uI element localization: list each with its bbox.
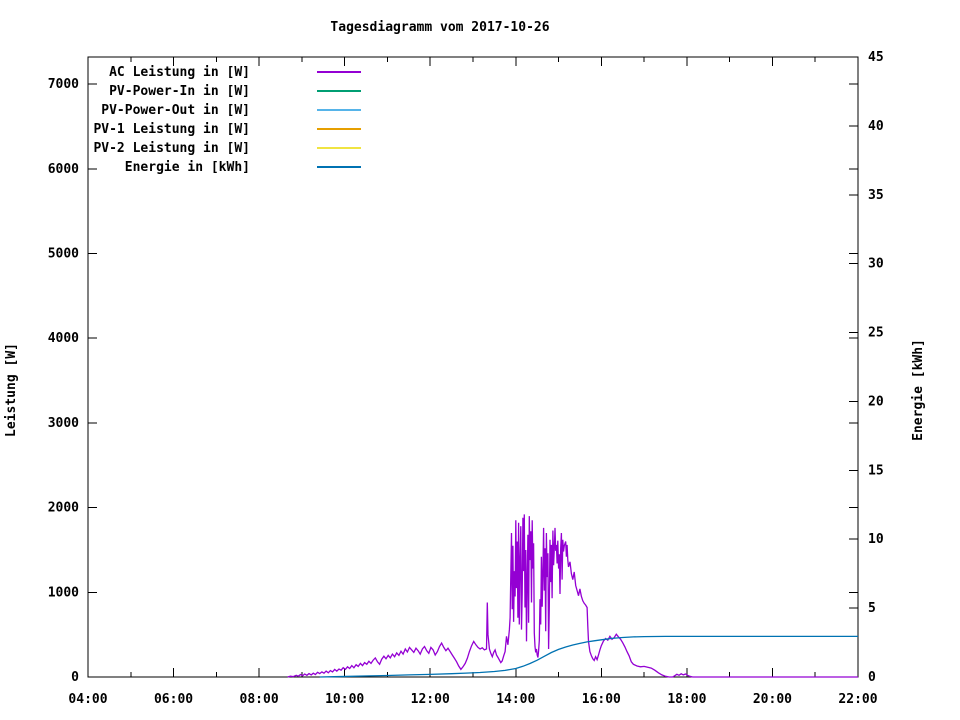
y1-tick-label: 7000: [48, 77, 79, 92]
x-tick-label: 08:00: [240, 692, 279, 707]
y1-tick-label: 6000: [48, 162, 79, 177]
x-tick-label: 20:00: [753, 692, 792, 707]
legend: AC Leistung in [W] PV-Power-In in [W] PV…: [93, 65, 361, 175]
legend-label-energie: Energie in [kWh]: [125, 160, 250, 175]
axis-ticks: 04:00 06:00 08:00 10:00 12:00 14:00 16:00 18:00…: [48, 50, 884, 707]
x-tick-label: 04:00: [68, 692, 107, 707]
y1-tick-label: 5000: [48, 247, 79, 262]
y2-tick-label: 5: [868, 601, 876, 616]
x-tick-label: 16:00: [582, 692, 621, 707]
legend-label-pv-power-in: PV-Power-In in [W]: [109, 84, 250, 99]
chart-title: Tagesdiagramm vom 2017-10-26: [330, 20, 549, 35]
curve-ac-leistung: [287, 514, 858, 678]
y2-tick-label: 40: [868, 119, 884, 134]
legend-label-ac-leistung: AC Leistung in [W]: [109, 65, 250, 80]
x-tick-label: 06:00: [154, 692, 193, 707]
x-tick-label: 10:00: [325, 692, 364, 707]
x-tick-label: 14:00: [496, 692, 535, 707]
y1-tick-label: 3000: [48, 416, 79, 431]
x-tick-label: 12:00: [411, 692, 450, 707]
y1-tick-label: 0: [71, 670, 79, 685]
y2-tick-label: 0: [868, 670, 876, 685]
y2-tick-label: 20: [868, 394, 884, 409]
y1-tick-label: 1000: [48, 585, 79, 600]
y1-tick-label: 2000: [48, 501, 79, 516]
y2-tick-label: 45: [868, 50, 884, 65]
data-curves: [287, 514, 858, 678]
y2-tick-label: 15: [868, 463, 884, 478]
y2-tick-label: 35: [868, 188, 884, 203]
y1-tick-label: 4000: [48, 331, 79, 346]
curve-energie: [319, 635, 858, 678]
legend-label-pv-1-leistung: PV-1 Leistung in [W]: [93, 122, 250, 137]
legend-label-pv-2-leistung: PV-2 Leistung in [W]: [93, 141, 250, 156]
y2-tick-label: 10: [868, 532, 884, 547]
y2-tick-label: 30: [868, 257, 884, 272]
x-tick-label: 18:00: [667, 692, 706, 707]
y2-tick-label: 25: [868, 326, 884, 341]
y-axis-label: Leistung [W]: [4, 343, 19, 437]
legend-label-pv-power-out: PV-Power-Out in [W]: [101, 103, 250, 118]
x-tick-label: 22:00: [838, 692, 877, 707]
y2-axis-label: Energie [kWh]: [911, 339, 926, 441]
